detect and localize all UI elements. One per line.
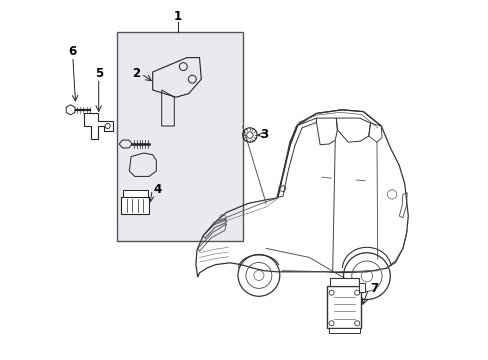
Bar bbox=[329, 278, 358, 286]
Text: 2: 2 bbox=[131, 67, 140, 80]
Text: 3: 3 bbox=[260, 129, 268, 141]
Bar bbox=[117, 32, 242, 241]
Bar bbox=[121, 197, 149, 214]
Bar bbox=[328, 328, 359, 333]
Text: 6: 6 bbox=[68, 45, 77, 58]
Text: 7: 7 bbox=[369, 282, 377, 295]
Text: 5: 5 bbox=[94, 67, 102, 80]
Bar bbox=[326, 286, 361, 328]
Text: 1: 1 bbox=[173, 10, 182, 23]
Bar bbox=[123, 190, 147, 197]
Bar bbox=[358, 283, 365, 292]
Text: 4: 4 bbox=[153, 183, 161, 196]
